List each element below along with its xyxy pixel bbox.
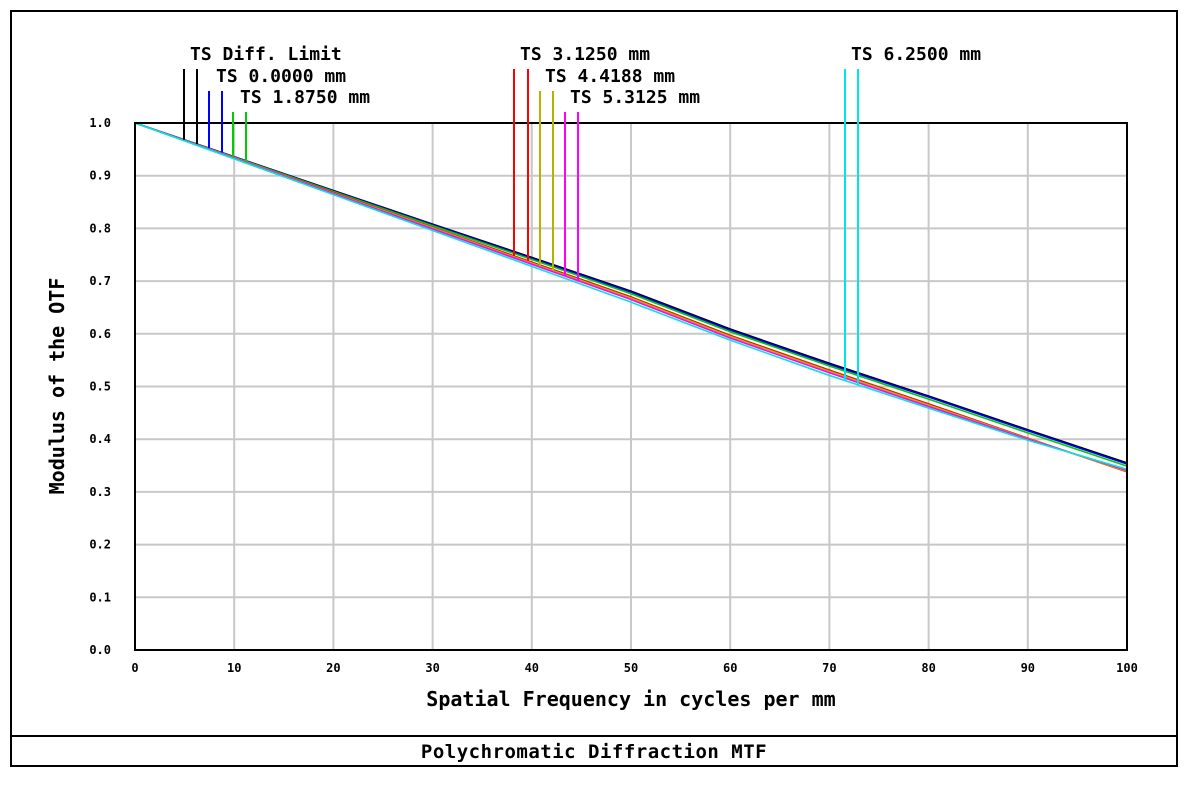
y-tick-label: 1.0 (89, 116, 111, 130)
y-tick-label: 0.8 (89, 221, 111, 235)
y-tick-label: 0.2 (89, 538, 111, 552)
y-tick-labels: 0.0 0.1 0.2 0.3 0.4 0.5 0.6 0.7 0.8 0.9 1.0 (89, 116, 111, 657)
x-tick-label: 100 (1116, 661, 1138, 675)
legend-label: TS 5.3125 mm (570, 87, 700, 108)
legend-label: TS 1.8750 mm (240, 87, 370, 108)
y-tick-label: 0.9 (89, 169, 111, 183)
chart-title: Polychromatic Diffraction MTF (420, 741, 768, 763)
y-tick-label: 0.1 (89, 590, 111, 604)
x-axis-label: Spatial Frequency in cycles per mm (426, 687, 835, 711)
legend-label: TS 4.4188 mm (545, 66, 675, 87)
legend-label: TS 6.2500 mm (851, 44, 981, 65)
x-tick-label: 10 (227, 661, 241, 675)
x-tick-label: 70 (822, 661, 836, 675)
y-tick-label: 0.4 (89, 432, 111, 446)
caption-divider (10, 735, 1178, 737)
plot-border (134, 122, 1128, 651)
series-line (134, 122, 1128, 467)
series-lines (134, 122, 1128, 473)
y-tick-label: 0.0 (89, 643, 111, 657)
x-tick-labels: 0 10 20 30 40 50 60 70 80 90 100 (131, 661, 1137, 675)
y-tick-label: 0.6 (89, 327, 111, 341)
y-tick-label: 0.7 (89, 274, 111, 288)
x-tick-label: 50 (624, 661, 638, 675)
y-axis-label: Modulus of the OTF (45, 278, 69, 495)
grid (135, 123, 1127, 650)
series-line (134, 122, 1128, 471)
x-tick-label: 30 (425, 661, 439, 675)
y-tick-label: 0.3 (89, 485, 111, 499)
y-tick-label: 0.5 (89, 380, 111, 394)
x-tick-label: 20 (326, 661, 340, 675)
x-tick-label: 0 (131, 661, 138, 675)
legend-label: TS 0.0000 mm (216, 66, 346, 87)
x-tick-label: 90 (1021, 661, 1035, 675)
x-tick-label: 80 (921, 661, 935, 675)
series-line (134, 122, 1128, 472)
chart-frame (10, 10, 1178, 767)
legend-label: TS Diff. Limit (190, 44, 342, 65)
x-tick-label: 60 (723, 661, 737, 675)
x-tick-label: 40 (525, 661, 539, 675)
legend-label: TS 3.1250 mm (520, 44, 650, 65)
